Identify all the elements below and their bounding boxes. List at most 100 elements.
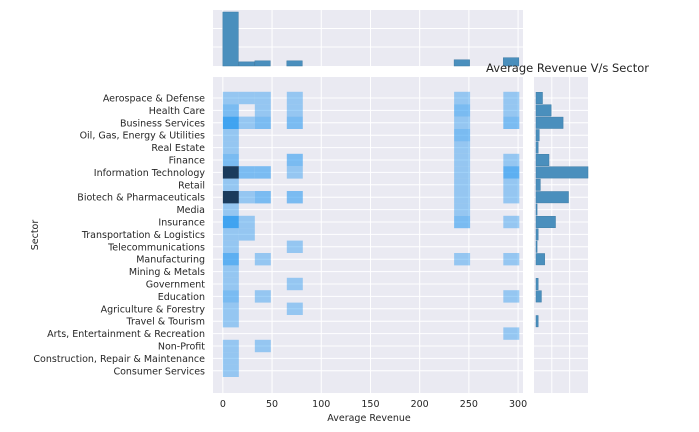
heatmap-cell [222,104,239,117]
top-marginal-panel [213,10,523,67]
x-axis-label: Average Revenue [327,413,411,424]
heatmap-cell [503,153,520,167]
right-marginal-bar [535,129,540,142]
heatmap-cell [222,129,239,142]
heatmap-cell [254,253,271,266]
right-marginal-bar [535,228,539,241]
heatmap-cell [503,116,520,129]
heatmap-cell [454,104,471,117]
y-tick-label: Finance [169,156,205,167]
heatmap-cell [238,91,255,105]
heatmap-cell [254,116,271,129]
heatmap-cell [222,203,239,216]
heatmap-cell [503,215,520,229]
right-marginal-bar [535,178,541,191]
y-tick-label: Telecommunications [107,242,205,253]
heatmap-cell [286,153,303,167]
heatmap-cell [222,352,239,365]
x-tick-label: 250 [460,399,478,410]
right-marginal-bar [535,278,539,290]
right-marginal-bar [535,253,545,266]
right-marginal-bar [535,154,550,166]
y-tick-label: Insurance [158,218,205,229]
heatmap-cell [286,91,303,105]
heatmap-cell [222,290,239,303]
y-tick-label: Manufacturing [136,255,205,266]
heatmap-cell [254,91,271,105]
heatmap-cell [222,302,239,315]
heatmap-cell [222,277,239,291]
heatmap-cell [254,191,271,204]
heatmap-cell [503,166,520,179]
heatmap-cell [254,290,271,303]
y-tick-label: Agriculture & Forestry [101,304,206,315]
x-tick-label: 200 [411,399,429,410]
y-tick-label: Travel & Tourism [126,317,205,328]
right-marginal-bar [535,141,539,154]
right-marginal-bar [535,216,556,228]
heatmap-cell [222,166,239,179]
heatmap-cell [222,153,239,167]
heatmap-cell [238,228,255,241]
y-tick-label: Real Estate [151,143,205,154]
y-tick-label: Media [176,205,205,216]
x-tick-label: 50 [266,399,278,410]
heatmap-cell [503,253,520,266]
chart-title: Average Revenue V/s Sector [486,61,649,75]
heatmap-cell [503,104,520,117]
heatmap-cell [503,91,520,105]
top-marginal-bar [222,11,239,67]
heatmap-cell [222,116,239,129]
main-panel: 0 50 100 150 200 250 300 Aerospace & DefenseHe… [33,77,527,410]
right-marginal-bar [535,166,589,179]
right-marginal-bar [535,315,539,328]
top-marginal-bar [254,60,271,67]
heatmap-cell [286,277,303,291]
y-axis-label: Sector [30,220,41,251]
top-marginal-bar [238,61,255,67]
heatmap-cell [254,104,271,117]
y-tick-label: Retail [178,180,205,191]
right-marginal-bar [535,290,542,303]
right-marginal-background [534,77,588,393]
heatmap-cell [238,116,255,129]
top-marginal-bar [286,60,303,67]
y-tick-label: Government [146,280,206,291]
y-tick-label: Biotech & Pharmaceuticals [77,193,205,204]
heatmap-cell [286,240,303,253]
top-marginal-bar [453,59,470,67]
heatmap-cell [454,141,471,154]
heatmap-cell [454,91,471,105]
right-marginal-bars [535,92,589,328]
heatmap-cell [454,178,471,191]
right-marginal-bar [535,203,538,216]
heatmap-cell [222,265,239,278]
heatmap-cell [222,228,239,241]
heatmap-cell [503,327,520,340]
x-tick-label: 150 [361,399,379,410]
heatmap-cell [222,253,239,266]
heatmap-cell [286,104,303,117]
right-marginal-bar [535,92,543,104]
y-tick-label: Transportation & Logistics [81,230,205,241]
heatmap-cell [222,240,239,253]
heatmap-cell [286,166,303,179]
right-marginal-panel [534,77,589,393]
heatmap-cell [222,141,239,154]
y-tick-label: Information Technology [94,168,206,179]
heatmap-cell [503,290,520,303]
y-tick-label: Non-Profit [158,342,205,353]
x-tick-label: 0 [220,399,226,410]
top-marginal-background [213,10,523,66]
heatmap-cell [254,339,271,353]
y-tick-label: Mining & Metals [129,267,205,278]
right-marginal-bar [535,240,538,253]
x-tick-labels: 0 50 100 150 200 250 300 [220,399,527,410]
heatmap-cells [222,91,520,377]
heatmap-cell [238,166,255,179]
heatmap-cell [222,178,239,191]
heatmap-cell [454,191,471,204]
heatmap-cell [454,215,471,229]
